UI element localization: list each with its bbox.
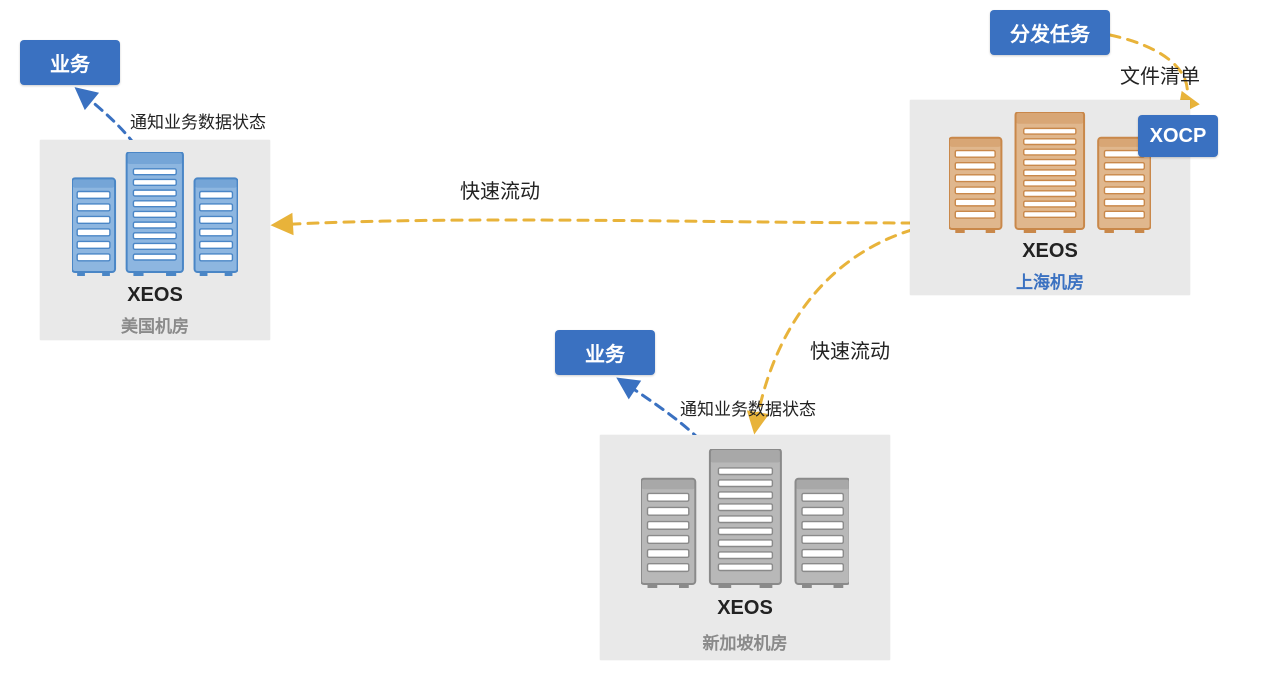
edge-label: 快速流动	[810, 335, 890, 364]
server-icon	[72, 152, 238, 283]
region-title: XEOS	[40, 284, 270, 307]
box-biz-sg: 业务	[555, 330, 655, 375]
edge-us-to-biz	[78, 90, 135, 145]
box-xocp: XOCP	[1138, 115, 1218, 157]
region-us: XEOS 美国机房	[40, 140, 270, 340]
box-label: 业务	[50, 48, 90, 77]
server-icon	[641, 449, 850, 595]
box-label: XOCP	[1150, 125, 1207, 148]
box-dist: 分发任务	[990, 10, 1110, 55]
region-title: XEOS	[600, 597, 890, 620]
region-subtitle: 美国机房	[40, 312, 270, 337]
edge-label: 通知业务数据状态	[680, 395, 816, 420]
region-sg: XEOS 新加坡机房	[600, 435, 890, 660]
box-biz-us: 业务	[20, 40, 120, 85]
edge-label: 快速流动	[460, 175, 540, 204]
edge-sh-to-us	[275, 220, 930, 225]
region-subtitle: 上海机房	[910, 268, 1190, 293]
region-title: XEOS	[910, 240, 1190, 263]
box-label: 分发任务	[1010, 18, 1090, 47]
server-icon	[949, 112, 1151, 240]
region-subtitle: 新加坡机房	[600, 629, 890, 654]
diagram-canvas: XEOS美国机房XEOS上海机房XEOS新加坡机房 业务业务分发任务XOCP 通…	[0, 0, 1280, 676]
edge-label: 通知业务数据状态	[130, 108, 266, 133]
edge-label: 文件清单	[1120, 60, 1200, 89]
box-label: 业务	[585, 338, 625, 367]
